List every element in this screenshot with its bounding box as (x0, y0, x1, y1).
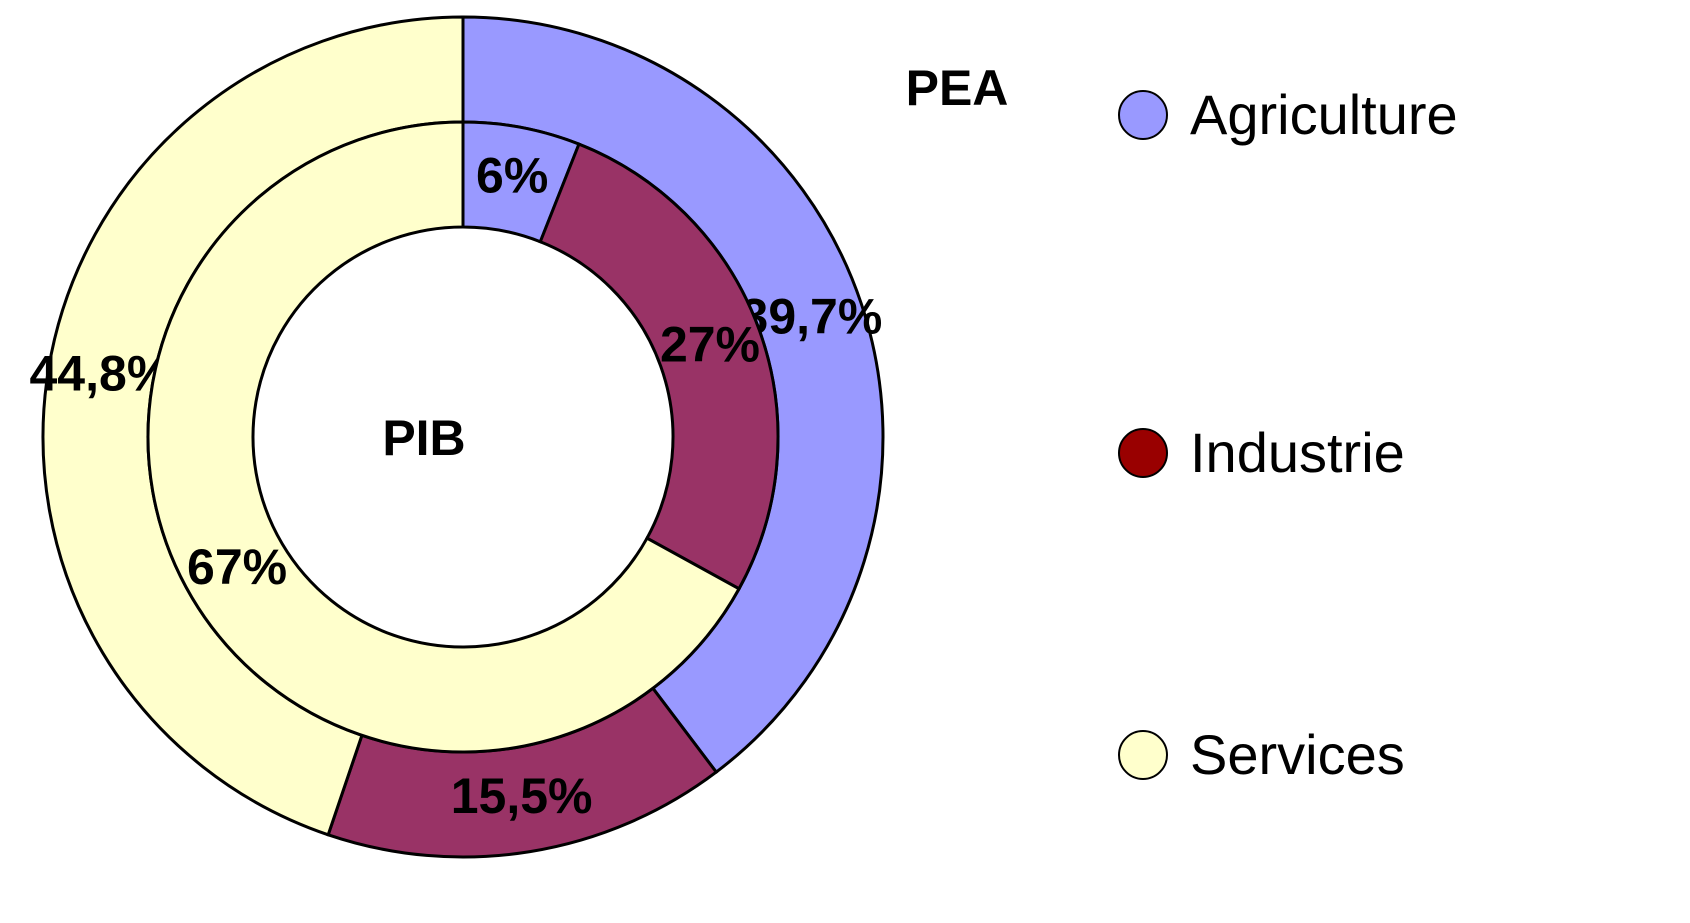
data-label: 39,7% (741, 288, 883, 344)
donut-segment (146, 120, 742, 754)
legend-label: Industrie (1190, 421, 1405, 484)
data-label: 67% (187, 539, 287, 595)
donut-segment (538, 142, 780, 591)
legend-marker (1118, 90, 1168, 140)
data-label: 15,5% (451, 768, 593, 824)
data-label: 27% (660, 316, 760, 372)
data-label: 6% (476, 147, 548, 203)
legend-marker (1118, 428, 1168, 478)
legend-label: Services (1190, 723, 1405, 786)
data-label: 44,8% (30, 345, 172, 401)
inner-ring-name: PIB (382, 410, 465, 466)
legend-label: Agriculture (1190, 83, 1458, 146)
outer-ring-name: PEA (906, 60, 1009, 116)
legend-marker (1118, 730, 1168, 780)
